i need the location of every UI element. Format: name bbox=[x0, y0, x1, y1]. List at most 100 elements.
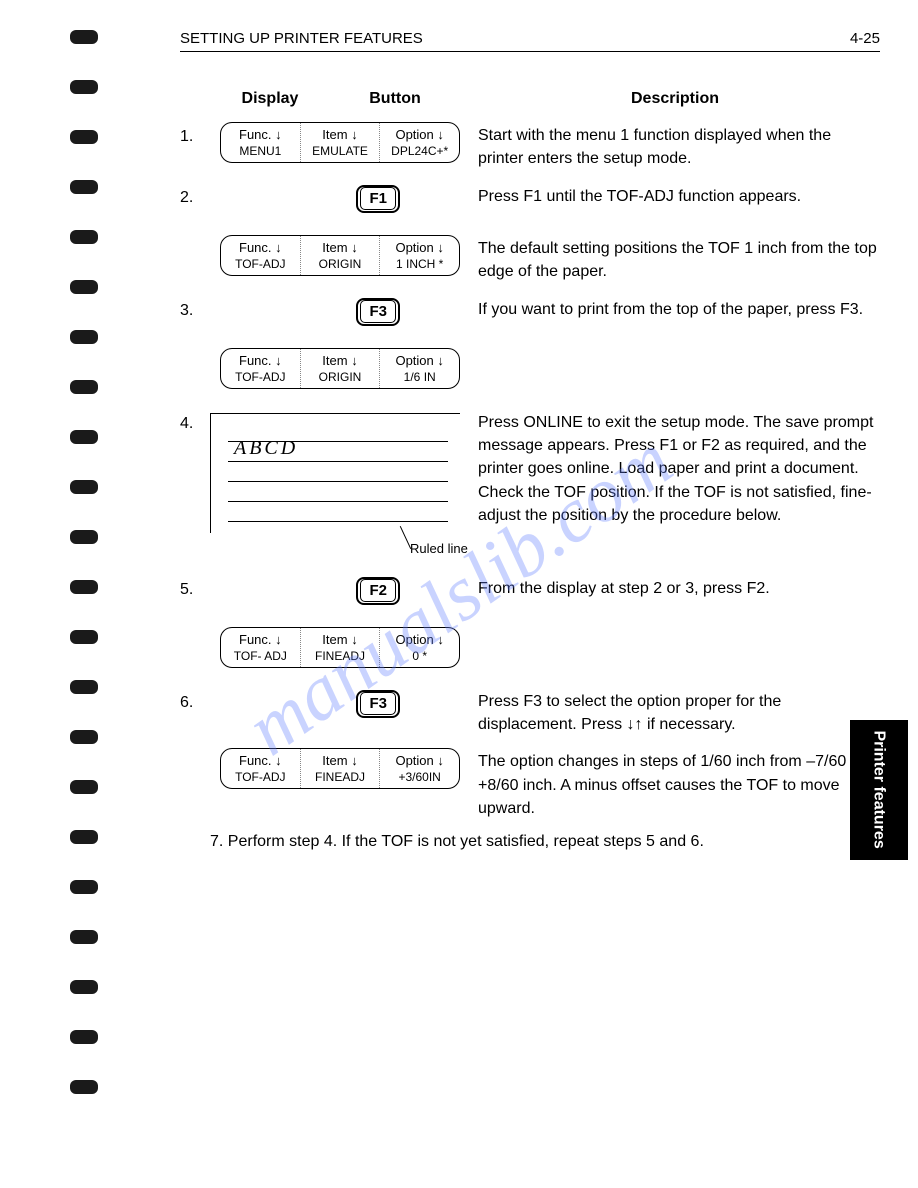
lcd-header: Func. ↓ bbox=[227, 240, 294, 255]
step-number bbox=[180, 346, 210, 354]
hole bbox=[70, 530, 98, 544]
lcd-value: 1/6 IN bbox=[386, 370, 453, 384]
lcd-value: FINEADJ bbox=[307, 649, 374, 663]
lcd-value: DPL24C+* bbox=[386, 144, 453, 158]
description bbox=[470, 625, 880, 629]
step-row: Func. ↓ TOF-ADJ Item ↓ FINEADJ Option ↓+3/60… bbox=[180, 746, 880, 820]
lcd-value: FINEADJ bbox=[307, 770, 374, 784]
diagram-text: ABCD bbox=[234, 437, 298, 460]
step-number: 1. bbox=[180, 120, 210, 146]
hole bbox=[70, 430, 98, 444]
lcd-display: Func. ↓ TOF-ADJ Item ↓ FINEADJ Option ↓+3/60… bbox=[220, 748, 460, 789]
page-header: SETTING UP PRINTER FEATURES 4-25 bbox=[180, 30, 880, 52]
col-display: Display bbox=[220, 90, 320, 108]
display-button-col: Func. ↓ TOF-ADJ Item ↓ FINEADJ Option ↓+3/60… bbox=[210, 746, 470, 797]
hole bbox=[70, 230, 98, 244]
display-button-col: F1 bbox=[210, 181, 470, 223]
lcd-value: TOF-ADJ bbox=[227, 770, 294, 784]
function-key: F1 bbox=[356, 185, 400, 213]
step-row: 5. F2 From the display at step 2 or 3, pre… bbox=[180, 573, 880, 615]
step-number bbox=[180, 746, 210, 754]
description: The default setting positions the TOF 1 … bbox=[470, 233, 880, 283]
hole bbox=[70, 1030, 98, 1044]
lcd-cell: Func. ↓TOF- ADJ bbox=[221, 628, 301, 667]
hole bbox=[70, 880, 98, 894]
step-row: 4.ABCDRuled linePress ONLINE to exit the… bbox=[180, 407, 880, 563]
lcd-header: Item ↓ bbox=[307, 632, 374, 647]
step-row: 1. Func. ↓MENU1 Item ↓ EMULATE Option ↓ DPL24… bbox=[180, 120, 880, 171]
hole bbox=[70, 180, 98, 194]
hole bbox=[70, 280, 98, 294]
ruled-line bbox=[228, 501, 448, 502]
lcd-value: 0 * bbox=[386, 649, 453, 663]
display-button-col: Func. ↓TOF- ADJ Item ↓ FINEADJ Option ↓0 * bbox=[210, 625, 470, 676]
hole bbox=[70, 30, 98, 44]
display-button-col: F2 bbox=[210, 573, 470, 615]
lcd-cell: Item ↓ORIGIN bbox=[301, 349, 381, 388]
lcd-header: Option ↓ bbox=[386, 353, 453, 368]
lcd-value: TOF- ADJ bbox=[227, 649, 294, 663]
lcd-header: Option ↓ bbox=[386, 240, 453, 255]
step-row: 6.F3Press F3 to select the option proper… bbox=[180, 686, 880, 736]
lcd-display: Func. ↓MENU1 Item ↓ EMULATE Option ↓ DPL24C+… bbox=[220, 122, 460, 163]
display-button-col: ABCD Ruled line bbox=[210, 407, 470, 563]
lcd-cell: Item ↓ORIGIN bbox=[301, 236, 381, 275]
lcd-header: Func. ↓ bbox=[227, 753, 294, 768]
hole bbox=[70, 80, 98, 94]
column-headers: Display Button Description bbox=[180, 90, 880, 108]
lcd-value: EMULATE bbox=[307, 144, 374, 158]
final-step: 7. Perform step 4. If the TOF is not yet… bbox=[180, 830, 880, 853]
ruled-line bbox=[228, 521, 448, 522]
hole bbox=[70, 330, 98, 344]
hole bbox=[70, 1080, 98, 1094]
lcd-cell: Func. ↓ TOF-ADJ bbox=[221, 749, 301, 788]
description: From the display at step 2 or 3, press F… bbox=[470, 573, 880, 600]
lcd-display: Func. ↓TOF-ADJItem ↓ORIGINOption ↓1 INCH… bbox=[220, 235, 460, 276]
ruled-line bbox=[228, 481, 448, 482]
hole bbox=[70, 580, 98, 594]
button-area: F2 bbox=[210, 573, 470, 615]
lcd-cell: Func. ↓TOF-ADJ bbox=[221, 236, 301, 275]
step-row: 3.F3If you want to print from the top of… bbox=[180, 294, 880, 336]
hole bbox=[70, 930, 98, 944]
button-area: F1 bbox=[210, 181, 470, 223]
lcd-cell: Item ↓ FINEADJ bbox=[301, 628, 381, 667]
description: Press F1 until the TOF-ADJ function appe… bbox=[470, 181, 880, 208]
description: The option changes in steps of 1/60 inch… bbox=[470, 746, 880, 820]
function-key-label: F1 bbox=[360, 187, 396, 210]
step-row: Func. ↓TOF-ADJItem ↓ORIGINOption ↓1 INCH… bbox=[180, 233, 880, 284]
step-number bbox=[180, 625, 210, 633]
display-button-col: F3 bbox=[210, 686, 470, 728]
description: If you want to print from the top of the… bbox=[470, 294, 880, 321]
lcd-cell: Option ↓1 INCH * bbox=[380, 236, 459, 275]
display-button-col: Func. ↓TOF-ADJItem ↓ORIGINOption ↓1/6 IN bbox=[210, 346, 470, 397]
display-button-col: Func. ↓MENU1 Item ↓ EMULATE Option ↓ DPL24C+… bbox=[210, 120, 470, 171]
lcd-header: Option ↓ bbox=[386, 127, 453, 142]
lcd-cell: Func. ↓MENU1 bbox=[221, 123, 301, 162]
function-key: F2 bbox=[356, 577, 400, 605]
lcd-header: Item ↓ bbox=[307, 753, 374, 768]
display-button-col: Func. ↓TOF-ADJItem ↓ORIGINOption ↓1 INCH… bbox=[210, 233, 470, 284]
hole bbox=[70, 780, 98, 794]
step-number: 6. bbox=[180, 686, 210, 712]
hole bbox=[70, 980, 98, 994]
function-key: F3 bbox=[356, 298, 400, 326]
lcd-header: Option ↓ bbox=[386, 753, 453, 768]
hole bbox=[70, 480, 98, 494]
lcd-value: MENU1 bbox=[227, 144, 294, 158]
ruled-line-label: Ruled line bbox=[410, 541, 468, 556]
hole bbox=[70, 130, 98, 144]
paper-diagram: ABCD Ruled line bbox=[210, 413, 470, 563]
function-key-label: F2 bbox=[360, 579, 396, 602]
steps: 1.Func. ↓MENU1Item ↓EMULATEOption ↓DPL24… bbox=[180, 120, 880, 820]
step-number: 5. bbox=[180, 573, 210, 599]
lcd-header: Item ↓ bbox=[307, 127, 374, 142]
lcd-cell: Option ↓ DPL24C+* bbox=[380, 123, 459, 162]
description: Press ONLINE to exit the setup mode. The… bbox=[470, 407, 880, 527]
lcd-cell: Option ↓0 * bbox=[380, 628, 459, 667]
col-button: Button bbox=[320, 90, 470, 108]
diagram-frame bbox=[210, 413, 460, 533]
lcd-value: ORIGIN bbox=[307, 370, 374, 384]
lcd-cell: Option ↓+3/60IN bbox=[380, 749, 459, 788]
hole bbox=[70, 380, 98, 394]
